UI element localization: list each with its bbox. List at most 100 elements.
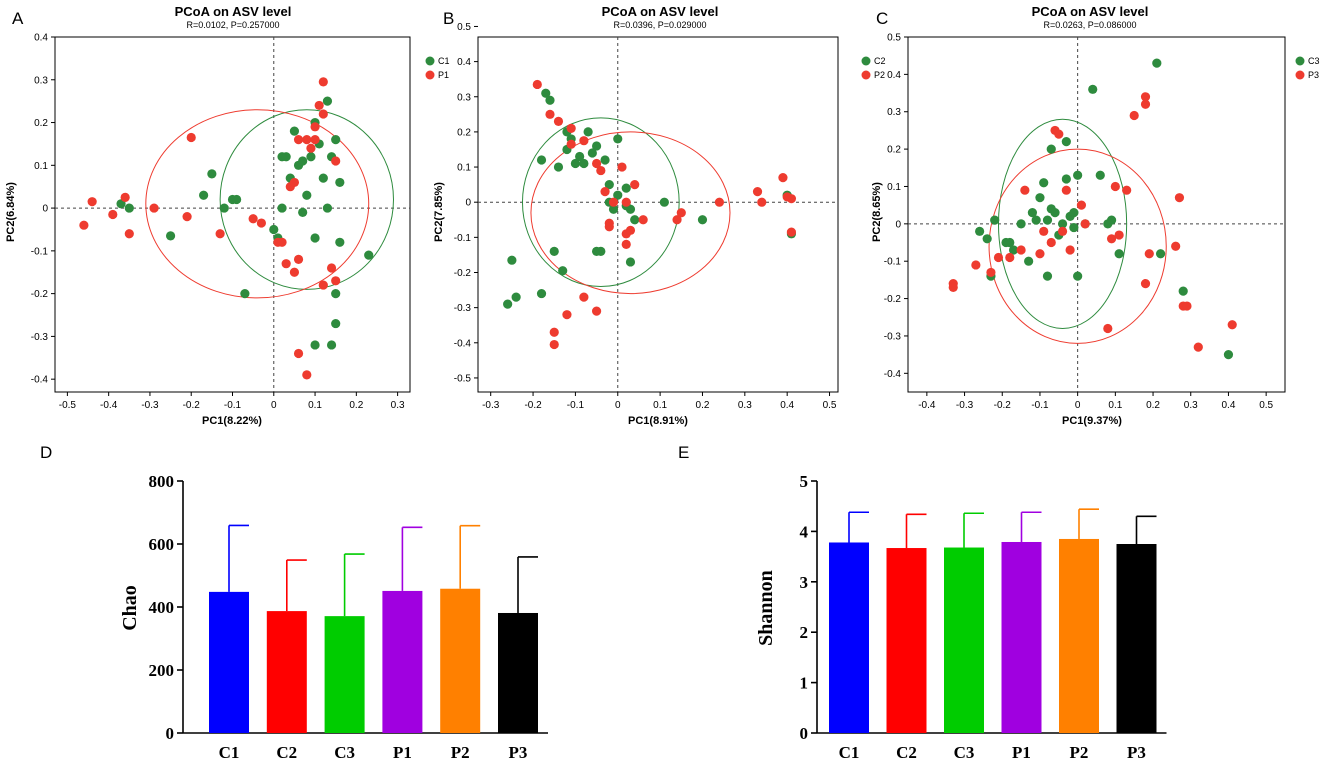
- y-tick-label: 0.2: [887, 145, 901, 156]
- panel-b-frame: [477, 36, 839, 393]
- point-p1: [281, 259, 291, 269]
- panel-b-ylabel: PC2(7.85%): [433, 182, 445, 242]
- category-label-c1: C1: [219, 743, 240, 762]
- panel-a-ylabel: PC2(6.84%): [5, 182, 17, 242]
- point-c2: [591, 141, 602, 151]
- point-p1: [331, 276, 341, 286]
- y-tick-label: 1: [800, 674, 809, 693]
- panel-b-xlabel: PC1(8.91%): [628, 415, 688, 427]
- bar-c3: [944, 547, 984, 733]
- x-tick-label: 0.5: [1259, 400, 1273, 411]
- point-p2: [562, 310, 572, 320]
- point-p2: [566, 139, 576, 149]
- point-c1: [335, 177, 345, 188]
- point-c3: [1046, 144, 1056, 154]
- panel-a-title: PCoA on ASV level: [175, 4, 292, 19]
- point-p3: [1129, 110, 1139, 121]
- point-p3: [1020, 185, 1030, 195]
- point-c2: [621, 183, 631, 193]
- point-c1: [364, 250, 374, 260]
- point-c1: [322, 96, 333, 106]
- y-tick-label: 2: [800, 623, 809, 642]
- point-c3: [1050, 208, 1060, 218]
- point-p2: [553, 116, 564, 126]
- point-p3: [1016, 245, 1026, 255]
- point-p3: [1057, 226, 1068, 236]
- point-p3: [1110, 181, 1120, 192]
- point-c1: [310, 340, 320, 350]
- point-p3: [1182, 301, 1192, 311]
- point-p2: [752, 187, 763, 197]
- point-p2: [714, 197, 725, 207]
- point-c3: [1069, 208, 1079, 218]
- panel-a-ellipses: [145, 109, 394, 299]
- point-p3: [1122, 185, 1132, 195]
- point-p1: [326, 263, 337, 273]
- point-c1: [326, 340, 337, 350]
- y-tick-label: 0.3: [457, 92, 471, 103]
- panel-a-points: [79, 77, 374, 380]
- point-c3: [1114, 249, 1124, 259]
- y-tick-label: 0.1: [887, 182, 901, 193]
- point-p2: [672, 215, 682, 225]
- panel-d-ylabel: Chao: [119, 585, 141, 631]
- point-c1: [310, 233, 320, 243]
- point-p2: [786, 227, 797, 237]
- point-c2: [570, 158, 581, 169]
- legend-p3-label: P3: [1308, 70, 1319, 80]
- point-p3: [1174, 193, 1185, 203]
- legend-p2-label: P2: [874, 70, 885, 80]
- bar-c1: [209, 591, 249, 733]
- category-label-p2: P2: [1070, 743, 1089, 762]
- point-p3: [971, 260, 981, 270]
- x-tick-label: 0.1: [308, 400, 322, 411]
- panel-letter-d: D: [40, 443, 52, 462]
- point-p2: [604, 222, 614, 232]
- panel-letter-e: E: [678, 443, 689, 462]
- x-tick-label: -0.5: [59, 400, 77, 411]
- point-c3: [1042, 271, 1053, 281]
- point-c3: [1005, 237, 1015, 248]
- point-c2: [591, 246, 602, 257]
- y-tick-label: 0.1: [34, 161, 48, 172]
- point-c2: [659, 197, 669, 207]
- x-tick-label: -0.3: [141, 400, 159, 411]
- bar-p1: [382, 590, 423, 733]
- y-tick-label: -0.4: [454, 338, 472, 349]
- point-c1: [199, 190, 209, 200]
- point-p3: [1080, 219, 1090, 229]
- panel-b-title: PCoA on ASV level: [602, 4, 719, 19]
- y-tick-label: 4: [800, 522, 809, 541]
- y-tick-label: 0.2: [457, 127, 471, 138]
- point-c2: [541, 88, 551, 98]
- confidence-ellipse-green: [219, 109, 394, 290]
- panel-c-ticks: -0.4 -0.3 -0.2 -0.1 0 0.1 0.2 0.3 0.4 0.5 -0.4 -0.3…: [884, 33, 1285, 411]
- point-c1: [232, 194, 242, 205]
- point-p1: [149, 203, 159, 213]
- panel-letter-a: A: [12, 9, 24, 28]
- y-tick-label: 200: [149, 661, 175, 680]
- point-p1: [256, 218, 266, 228]
- panel-d-axes: 0 200 400 600 800: [149, 472, 548, 743]
- point-p3: [1171, 241, 1181, 251]
- bar-p3: [1116, 544, 1157, 733]
- panel-b-ellipses: [521, 117, 731, 295]
- panel-b-legend: C2 P2: [861, 56, 886, 80]
- point-p3: [1106, 234, 1117, 244]
- y-tick-label: -0.1: [884, 257, 902, 268]
- point-c1: [331, 135, 341, 145]
- pcoa-panel-b: B PCoA on ASV level R=0.0396, P=0.029000…: [433, 4, 886, 427]
- point-p1: [108, 209, 118, 220]
- y-tick-label: 400: [149, 598, 175, 617]
- legend-c3-marker: [1295, 56, 1305, 66]
- point-c3: [1155, 249, 1166, 259]
- point-p1: [302, 370, 312, 380]
- y-tick-label: -0.3: [454, 303, 472, 314]
- point-p1: [293, 254, 304, 265]
- point-p3: [1035, 249, 1045, 259]
- point-c2: [545, 95, 555, 105]
- y-tick-label: -0.2: [454, 268, 472, 279]
- category-label-c1: C1: [839, 743, 860, 762]
- point-p3: [1114, 230, 1124, 240]
- point-p2: [532, 79, 542, 90]
